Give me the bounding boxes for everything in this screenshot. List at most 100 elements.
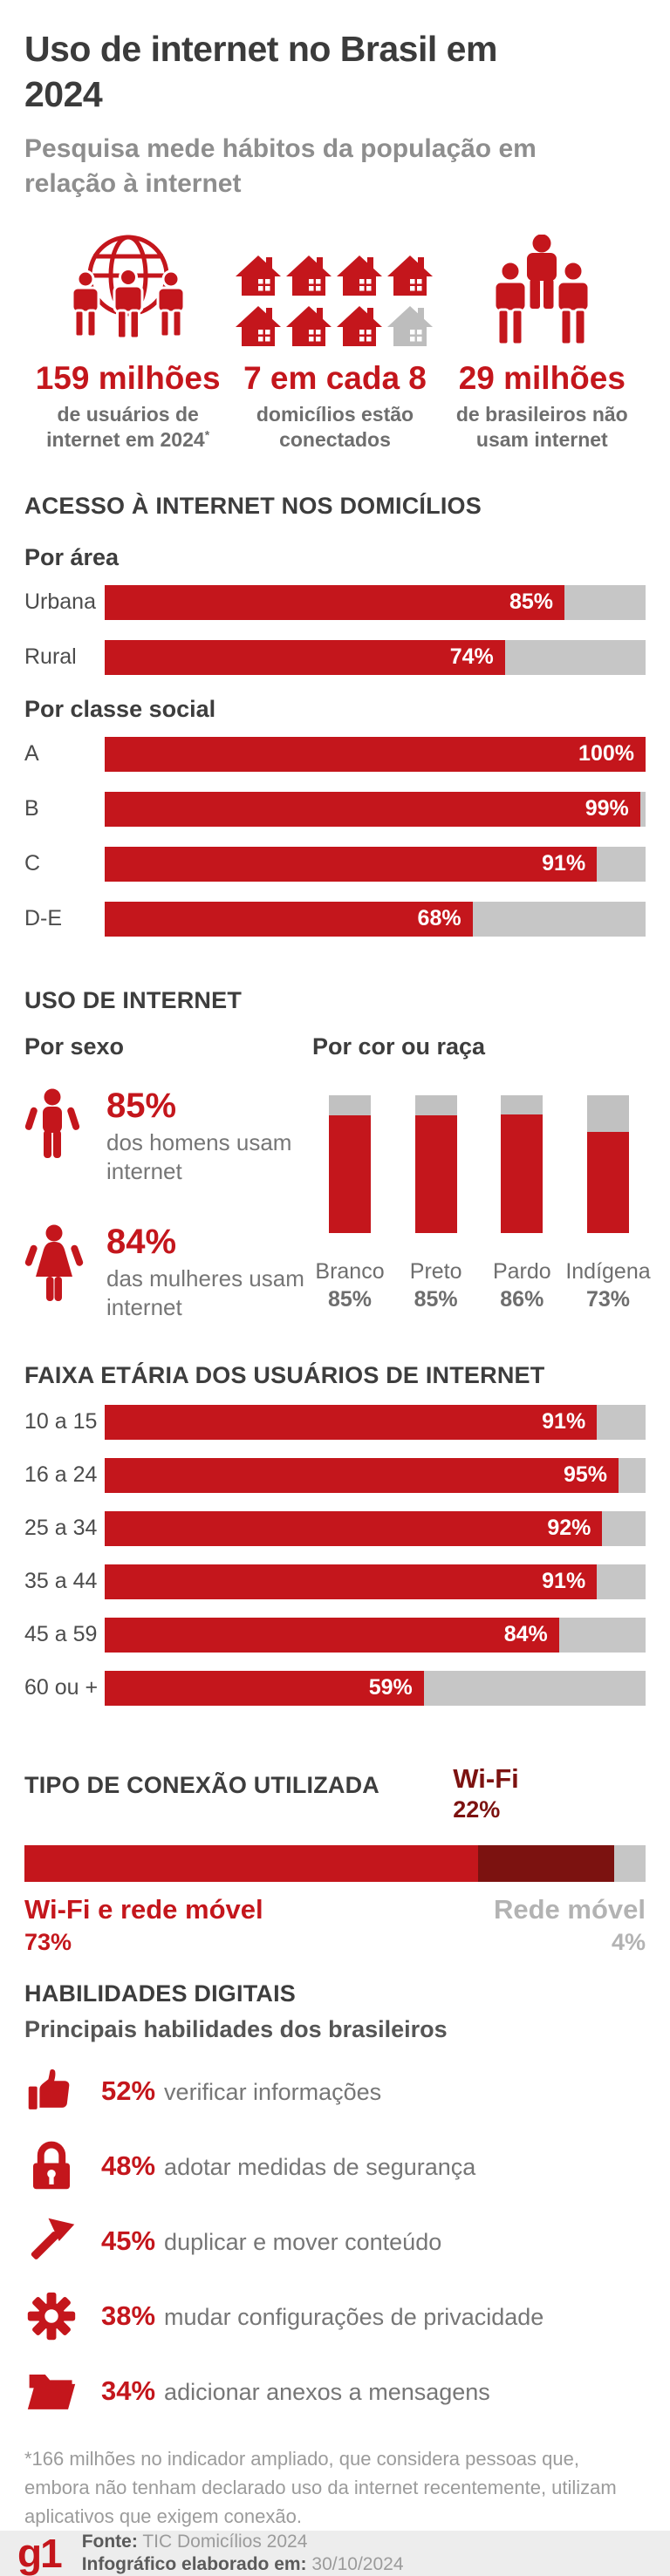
bar-value: 91% (542, 851, 586, 876)
chart-by-race: Branco 85% Preto 85% Pardo 86% (312, 1094, 651, 1312)
bar-row: 45 a 59 84% (24, 1617, 646, 1653)
wifi-mobile-value: 73% (24, 1928, 72, 1955)
race-column: Pardo 86% (484, 1094, 559, 1312)
stat-value: 29 milhões (458, 359, 626, 396)
bar-label: A (24, 741, 39, 767)
folder-icon (24, 2364, 79, 2418)
page-title: Uso de internet no Brasil em 2024 (24, 29, 497, 115)
bar-label: 35 a 44 (24, 1569, 98, 1594)
vbar-fill (329, 1115, 371, 1233)
bar-value: 100% (578, 741, 634, 767)
bar-label: 45 a 59 (24, 1622, 98, 1647)
bar-row: 10 a 15 91% (24, 1404, 646, 1440)
skill-percent: 52% (101, 2075, 156, 2106)
bar-fill: 91% (105, 846, 598, 882)
bar-row: D-E 68% (24, 901, 646, 937)
bar-label: 60 ou + (24, 1675, 99, 1700)
bar-label: D-E (24, 906, 63, 931)
bar-row: Urbana 85% (24, 584, 646, 620)
skill-text: 38% mudar configurações de privacidade (101, 2300, 544, 2332)
stat-label: de usuários de internet em 2024* (30, 402, 226, 453)
footer-date: Infográfico elaborado em: 30/10/2024 (82, 2553, 404, 2576)
skill-row: 48% adotar medidas de segurança (24, 2139, 646, 2193)
subheading-by-race: Por cor ou raça (312, 1032, 486, 1060)
skill-text: 45% duplicar e mover conteúdo (101, 2225, 441, 2257)
connection-stacked-bar (24, 1844, 646, 1882)
race-column: Preto 85% (399, 1094, 474, 1312)
bar-value: 84% (503, 1622, 548, 1647)
wifi-value: 22% (453, 1796, 501, 1823)
man-icon (24, 1088, 87, 1174)
vbar-track (414, 1094, 457, 1233)
skill-label: adicionar anexos a mensagens (164, 2378, 490, 2405)
section-heading-usage: USO DE INTERNET (24, 986, 243, 1013)
section-heading-connection: TIPO DE CONEXÃO UTILIZADA (24, 1771, 380, 1798)
skill-row: 34% adicionar anexos a mensagens (24, 2364, 646, 2418)
wifi-label: Wi-Fi (453, 1762, 519, 1794)
sex-row-men: 85% dos homens usam internet (24, 1088, 312, 1187)
bar-fill: 99% (105, 791, 640, 827)
bar-fill: 74% (105, 639, 505, 675)
date-label: Infográfico elaborado em: (81, 2553, 307, 2574)
bar-row: 16 a 24 95% (24, 1457, 646, 1493)
bar-value: 99% (585, 796, 629, 821)
skill-percent: 38% (101, 2300, 156, 2331)
race-label: Indígena (565, 1258, 651, 1284)
bar-label: 25 a 34 (24, 1516, 98, 1541)
stat-label-text: domicílios estão conectados (256, 402, 414, 451)
usage-by-sex: Por sexo 85% (24, 1033, 312, 1323)
sex-row-women: 84% das mulheres usam internet (24, 1224, 312, 1323)
bar-label: 16 a 24 (24, 1462, 98, 1488)
bar-fill: 85% (105, 584, 564, 620)
bar-label: 10 a 15 (24, 1409, 98, 1435)
bar-track: 91% (105, 1564, 646, 1599)
stat-value: 7 em cada 8 (243, 359, 427, 396)
vbar-track (586, 1094, 629, 1233)
vbar-track (501, 1094, 544, 1233)
connected-houses-icon (235, 228, 434, 348)
bar-value: 91% (542, 1409, 586, 1435)
bar-value: 91% (542, 1569, 586, 1594)
bar-track: 91% (105, 1404, 646, 1440)
subheading-by-sex: Por sexo (24, 1032, 125, 1060)
bar-track: 74% (105, 639, 646, 675)
stat-value: 159 milhões (35, 359, 221, 396)
gear-icon (24, 2289, 79, 2343)
mobile-only-value: 4% (611, 1928, 646, 1955)
bar-row: Rural 74% (24, 639, 646, 675)
bar-label: Rural (24, 644, 77, 670)
race-column: Indígena 73% (565, 1094, 651, 1312)
bar-fill: 68% (105, 901, 473, 937)
race-label: Pardo (492, 1258, 551, 1284)
bar-track: 95% (105, 1457, 646, 1493)
bar-label: Urbana (24, 589, 96, 615)
subheading-by-class: Por classe social (24, 695, 216, 722)
bar-value: 85% (509, 589, 553, 615)
section-connection: TIPO DE CONEXÃO UTILIZADA Wi-Fi 22% Wi-F… (24, 1763, 646, 1956)
chart-by-class: A 100% B 99% C 91% D-E (24, 736, 646, 937)
thumbs-up-icon (24, 2064, 79, 2118)
bar-fill: 92% (105, 1510, 603, 1546)
bar-track: 92% (105, 1510, 646, 1546)
vbar-fill (501, 1114, 544, 1233)
wifi-mobile-label: Wi-Fi e rede móvel (24, 1893, 263, 1925)
bar-value: 68% (417, 906, 461, 931)
section-heading-skills: HABILIDADES DIGITAIS (24, 1980, 297, 2007)
page-subtitle: Pesquisa mede hábitos da população em re… (24, 133, 537, 198)
bar-row: A 100% (24, 736, 646, 772)
padlock-icon (24, 2139, 79, 2193)
sex-caption: dos homens usam internet (106, 1128, 292, 1184)
sex-caption: das mulheres usam internet (106, 1265, 304, 1321)
skill-row: 38% mudar configurações de privacidade (24, 2289, 646, 2343)
bar-track: 91% (105, 846, 646, 882)
bar-row: B 99% (24, 791, 646, 827)
skill-row: 45% duplicar e mover conteúdo (24, 2214, 646, 2268)
skill-label: adotar medidas de segurança (164, 2153, 476, 2180)
source-value: TIC Domicílios 2024 (142, 2531, 308, 2552)
race-value: 85% (327, 1286, 373, 1312)
woman-icon (24, 1224, 87, 1308)
stat-label-text: de brasileiros não usam internet (455, 402, 628, 451)
footnote-marker: * (204, 427, 210, 442)
connection-header: TIPO DE CONEXÃO UTILIZADA Wi-Fi 22% (24, 1763, 646, 1845)
skill-text: 48% adotar medidas de segurança (101, 2150, 475, 2182)
